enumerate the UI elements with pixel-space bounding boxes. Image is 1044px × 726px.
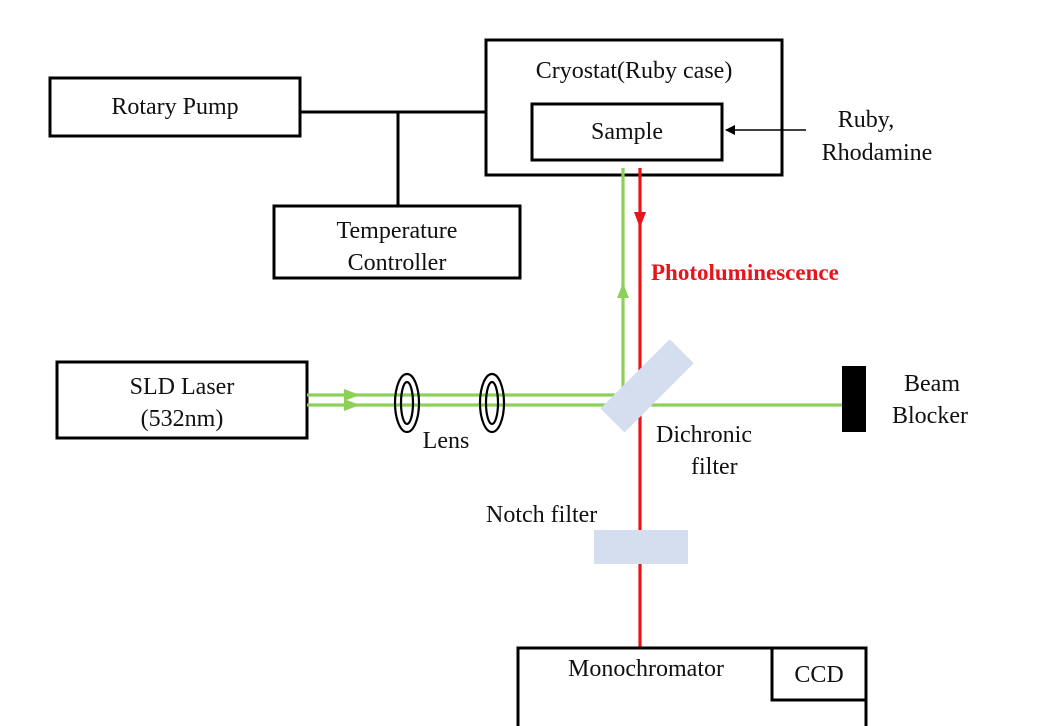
notch-filter <box>594 530 688 564</box>
dichroic-label-line1: Dichronic <box>656 422 752 448</box>
laser-beam <box>307 168 842 411</box>
temperature-controller-label-line1: Temperature <box>337 218 458 244</box>
sample-box: Sample <box>530 102 724 162</box>
ccd-box: CCD <box>770 646 868 702</box>
laser-label-line2: (532nm) <box>141 406 224 432</box>
rotary-pump-label: Rotary Pump <box>111 94 238 120</box>
rhodamine-label: Rhodamine <box>822 140 933 166</box>
dichroic-label-line2: filter <box>691 454 738 480</box>
monochromator-label: Monochromator <box>568 656 724 682</box>
notch-filter-label: Notch filter <box>486 502 597 528</box>
lens-label: Lens <box>423 428 470 454</box>
ccd-label: CCD <box>794 662 843 688</box>
dichroic-filter <box>600 339 694 433</box>
laser-label-line1: SLD Laser <box>130 374 235 400</box>
beam-blocker-label-line1: Beam <box>904 371 960 397</box>
ruby-label: Ruby, <box>838 107 894 133</box>
rotary-pump-box: Rotary Pump <box>48 76 302 138</box>
photoluminescence-label: Photoluminescence <box>651 260 839 285</box>
cryostat-box: Cryostat(Ruby case) <box>484 38 784 177</box>
beam-blocker <box>842 366 866 432</box>
lens-2 <box>478 372 506 434</box>
temperature-controller-label-line2: Controller <box>348 250 447 276</box>
sld-laser-box: SLD Laser (532nm) <box>55 360 309 440</box>
cryostat-label: Cryostat(Ruby case) <box>536 58 733 84</box>
temperature-controller-box: Temperature Controller <box>272 204 522 280</box>
lens-1 <box>393 372 421 434</box>
sample-label: Sample <box>591 119 663 145</box>
beam-blocker-label-line2: Blocker <box>892 403 968 429</box>
